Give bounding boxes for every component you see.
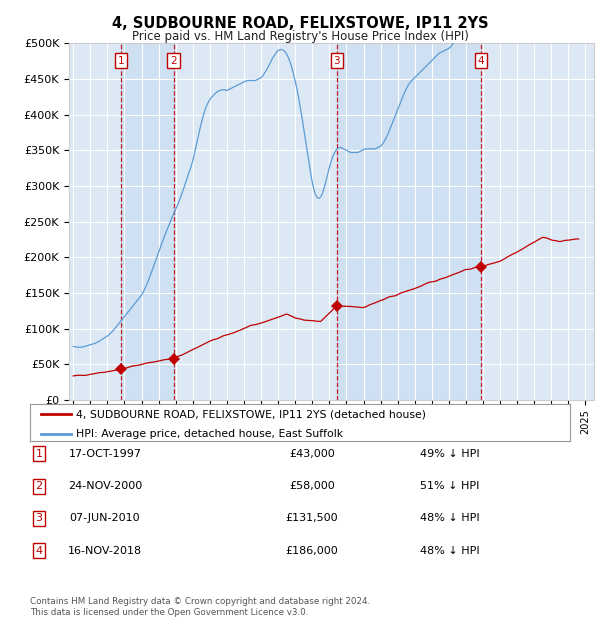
Text: 2: 2 bbox=[35, 481, 43, 491]
Text: Price paid vs. HM Land Registry's House Price Index (HPI): Price paid vs. HM Land Registry's House … bbox=[131, 30, 469, 43]
Text: 48% ↓ HPI: 48% ↓ HPI bbox=[420, 513, 480, 523]
Text: £43,000: £43,000 bbox=[289, 449, 335, 459]
Text: 17-OCT-1997: 17-OCT-1997 bbox=[68, 449, 142, 459]
Text: 48% ↓ HPI: 48% ↓ HPI bbox=[420, 546, 480, 556]
Text: 1: 1 bbox=[118, 56, 124, 66]
Text: 4, SUDBOURNE ROAD, FELIXSTOWE, IP11 2YS (detached house): 4, SUDBOURNE ROAD, FELIXSTOWE, IP11 2YS … bbox=[76, 409, 426, 419]
Bar bbox=[121, 43, 173, 400]
Text: 3: 3 bbox=[334, 56, 340, 66]
Text: 2: 2 bbox=[170, 56, 177, 66]
Text: £58,000: £58,000 bbox=[289, 481, 335, 491]
Text: 1: 1 bbox=[35, 449, 43, 459]
Text: 4: 4 bbox=[478, 56, 484, 66]
Text: Contains HM Land Registry data © Crown copyright and database right 2024.
This d: Contains HM Land Registry data © Crown c… bbox=[30, 598, 370, 617]
Text: 4: 4 bbox=[35, 546, 43, 556]
Text: 49% ↓ HPI: 49% ↓ HPI bbox=[420, 449, 480, 459]
Text: HPI: Average price, detached house, East Suffolk: HPI: Average price, detached house, East… bbox=[76, 429, 343, 439]
Text: 3: 3 bbox=[35, 513, 43, 523]
Text: 24-NOV-2000: 24-NOV-2000 bbox=[68, 481, 142, 491]
Text: 4, SUDBOURNE ROAD, FELIXSTOWE, IP11 2YS: 4, SUDBOURNE ROAD, FELIXSTOWE, IP11 2YS bbox=[112, 16, 488, 30]
Text: £186,000: £186,000 bbox=[286, 546, 338, 556]
Text: 07-JUN-2010: 07-JUN-2010 bbox=[70, 513, 140, 523]
Bar bbox=[337, 43, 481, 400]
Text: 16-NOV-2018: 16-NOV-2018 bbox=[68, 546, 142, 556]
Text: 51% ↓ HPI: 51% ↓ HPI bbox=[421, 481, 479, 491]
Text: £131,500: £131,500 bbox=[286, 513, 338, 523]
